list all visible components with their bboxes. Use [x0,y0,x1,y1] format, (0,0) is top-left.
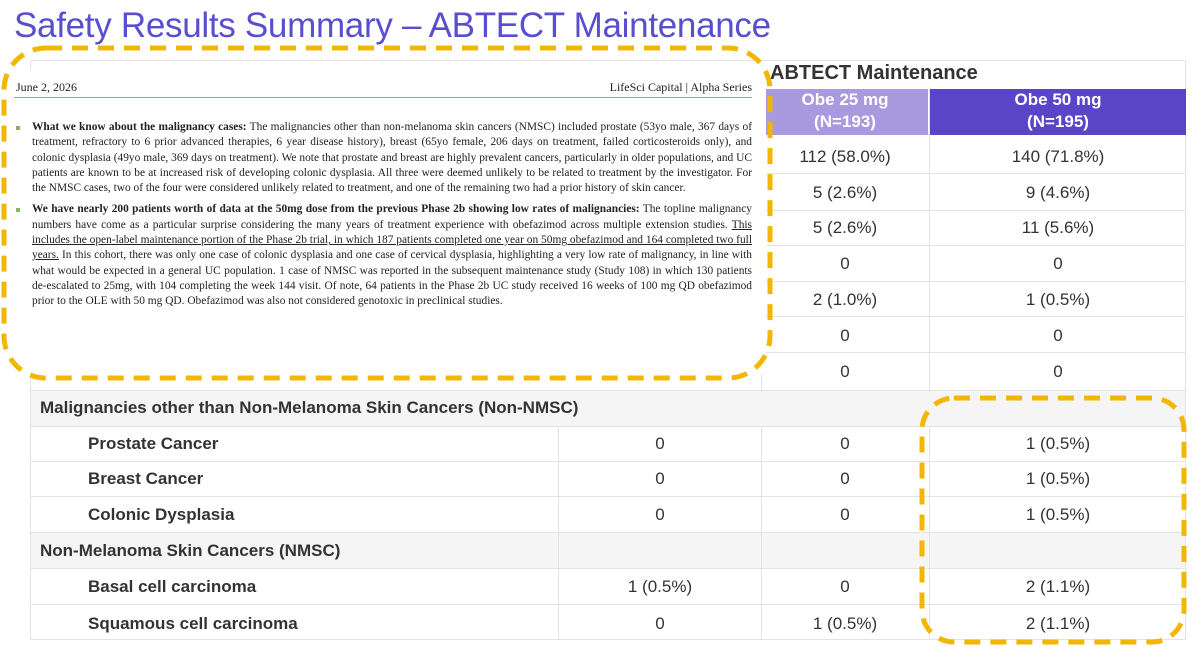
table-cell: 2 (1.1%) [1025,614,1091,633]
table-cell: 0 [840,362,850,381]
report-divider [14,97,752,98]
table-cell: 9 (4.6%) [1025,183,1091,202]
bullet-point: What we know about the malignancy cases:… [14,120,752,196]
report-body: What we know about the malignancy cases:… [14,120,752,316]
table-cell: 0 [840,577,850,596]
table-cell: 5 (2.6%) [812,218,878,237]
bullet-point: We have nearly 200 patients worth of dat… [14,202,752,309]
table-cell: 0 [1053,362,1063,381]
section-header-non-nmsc: Malignancies other than Non-Melanoma Ski… [40,398,579,417]
col-header-dose: Obe 25 mg [801,90,889,109]
table-cell: 0 [840,326,850,345]
table-cell: 0 [1053,326,1063,345]
bullet-icon [16,208,20,213]
table-cell: 1 (0.5%) [1025,505,1091,524]
table-cell: 2 (1.1%) [1025,577,1091,596]
col-header-obe-25: Obe 25 mg (N=193) [762,89,928,135]
row-label: Colonic Dysplasia [88,505,235,524]
slide-title: Safety Results Summary – ABTECT Maintena… [14,6,771,45]
table-cell: 1 (0.5%) [812,614,878,633]
table-cell: 0 [655,469,665,488]
col-header-n: (N=195) [1027,112,1089,131]
col-header-dose: Obe 50 mg [1014,90,1102,109]
table-cell: 0 [840,505,850,524]
table-cell: 0 [840,434,850,453]
table-cell: 2 (1.0%) [812,290,878,309]
table-cell: 0 [840,469,850,488]
table-cell: 0 [655,614,665,633]
table-cell: 140 (71.8%) [1011,147,1105,166]
table-cell: 1 (0.5%) [1025,290,1091,309]
table-cell: 1 (0.5%) [627,577,693,596]
table-cell: 11 (5.6%) [1021,218,1095,237]
row-label: Breast Cancer [88,469,204,488]
table-cell: 112 (58.0%) [799,147,891,166]
section-header-nmsc: Non-Melanoma Skin Cancers (NMSC) [40,541,341,560]
table-cell: 1 (0.5%) [1025,469,1091,488]
table-cell: 0 [655,434,665,453]
table-cell: 0 [655,505,665,524]
row-label: Prostate Cancer [88,434,219,453]
table-cell: 0 [1053,254,1063,273]
table-cell: 0 [840,254,850,273]
row-label: Squamous cell carcinoma [88,614,298,633]
report-source: LifeSci Capital | Alpha Series [609,80,752,94]
row-label: Basal cell carcinoma [88,577,257,596]
table-cell: 5 (2.6%) [812,183,878,202]
report-excerpt: June 2, 2026 LifeSci Capital | Alpha Ser… [0,70,766,374]
col-header-obe-50: Obe 50 mg (N=195) [930,89,1186,135]
col-header-n: (N=193) [814,112,876,131]
bullet-lead: What we know about the malignancy cases: [32,121,247,133]
bullet-text: In this cohort, there was only one case … [32,249,752,308]
bullet-lead: We have nearly 200 patients worth of dat… [32,203,640,216]
table-cell: 1 (0.5%) [1025,434,1091,453]
report-date: June 2, 2026 [16,80,77,94]
group-header: ABTECT Maintenance [770,62,978,84]
bullet-icon [16,126,20,130]
